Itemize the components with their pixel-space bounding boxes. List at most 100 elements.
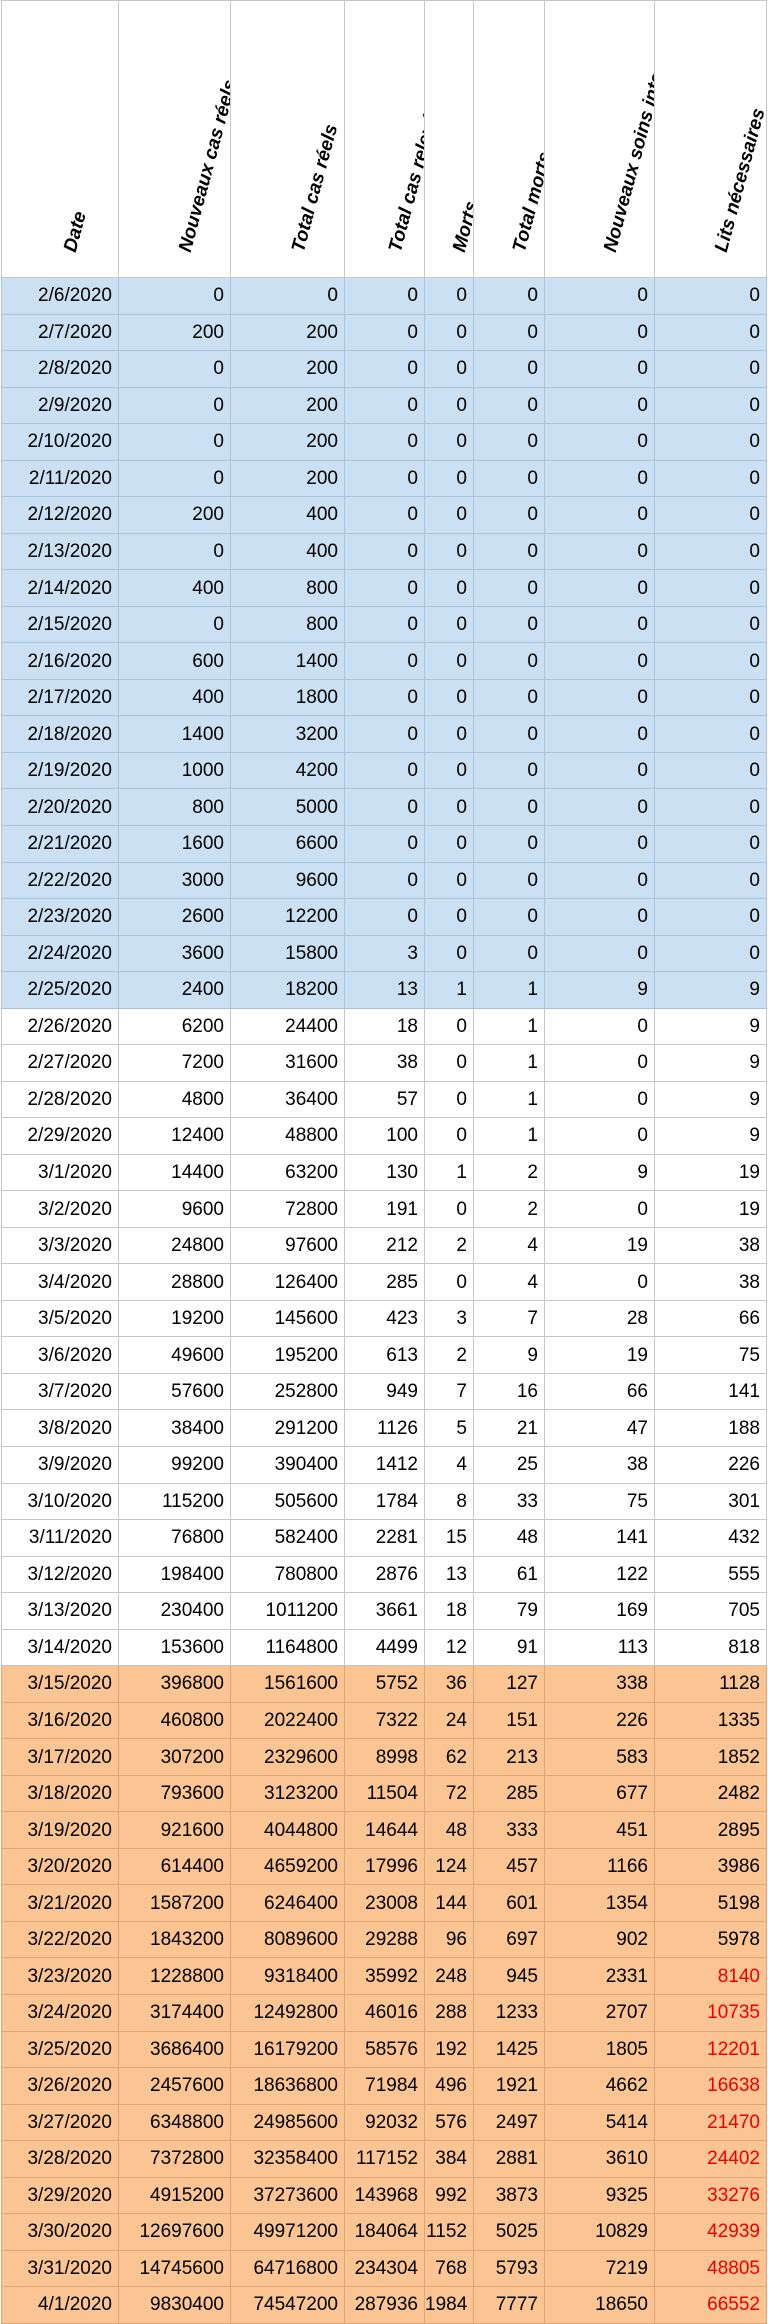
cell-value[interactable]: 0 [473,788,545,826]
cell-value[interactable]: 0 [344,642,425,680]
cell-value[interactable]: 38400 [118,1409,231,1447]
cell-date[interactable]: 2/16/2020 [1,642,119,680]
header-deaths[interactable]: Morts [424,0,474,278]
cell-value[interactable]: 3000 [118,861,231,900]
cell-value[interactable]: 18 [424,1592,474,1630]
cell-value[interactable]: 62 [424,1738,474,1776]
cell-value[interactable]: 0 [473,861,545,900]
cell-value[interactable]: 10735 [654,1993,767,2032]
cell-value[interactable]: 1400 [230,642,345,680]
cell-value[interactable]: 768 [424,2249,474,2288]
cell-value[interactable]: 793600 [118,1774,231,1813]
cell-value[interactable]: 0 [424,1044,474,1082]
cell-date[interactable]: 3/25/2020 [1,2030,119,2069]
cell-value[interactable]: 48800 [230,1117,345,1155]
cell-value[interactable]: 0 [344,459,425,498]
cell-value[interactable]: 0 [473,569,545,607]
cell-value[interactable]: 583 [544,1738,655,1776]
cell-value[interactable]: 3686400 [118,2030,231,2069]
cell-value[interactable]: 0 [473,751,545,790]
cell-value[interactable]: 0 [424,496,474,534]
cell-value[interactable]: 9 [654,1117,767,1155]
cell-value[interactable]: 9 [654,971,767,1009]
cell-value[interactable]: 8089600 [230,1920,345,1959]
cell-value[interactable]: 24800 [118,1226,231,1265]
cell-value[interactable]: 4800 [118,1080,231,1119]
cell-value[interactable]: 8998 [344,1738,425,1776]
cell-date[interactable]: 2/7/2020 [1,313,119,352]
cell-value[interactable]: 4 [424,1446,474,1484]
cell-value[interactable]: 234304 [344,2249,425,2288]
cell-value[interactable]: 4 [473,1226,545,1265]
cell-value[interactable]: 28800 [118,1263,231,1301]
cell-date[interactable]: 2/12/2020 [1,496,119,534]
cell-value[interactable]: 3 [424,1299,474,1338]
cell-value[interactable]: 921600 [118,1811,231,1849]
cell-value[interactable]: 945 [473,1957,545,1995]
cell-value[interactable]: 0 [424,1007,474,1046]
cell-value[interactable]: 2022400 [230,1701,345,1740]
cell-value[interactable]: 1166 [544,1847,655,1886]
cell-value[interactable]: 0 [544,824,655,863]
cell-value[interactable]: 2 [424,1226,474,1265]
cell-value[interactable]: 1 [473,1007,545,1046]
cell-date[interactable]: 3/3/2020 [1,1226,119,1265]
cell-date[interactable]: 3/19/2020 [1,1811,119,1849]
cell-value[interactable]: 191 [344,1190,425,1228]
cell-value[interactable]: 0 [544,459,655,498]
cell-value[interactable]: 301 [654,1482,767,1521]
cell-value[interactable]: 0 [473,934,545,973]
cell-date[interactable]: 4/1/2020 [1,2286,119,2324]
cell-value[interactable]: 9 [654,1007,767,1046]
cell-value[interactable]: 0 [544,715,655,753]
cell-value[interactable]: 42939 [654,2213,767,2251]
cell-date[interactable]: 2/10/2020 [1,423,119,461]
cell-value[interactable]: 91 [473,1628,545,1667]
cell-value[interactable]: 71984 [344,2067,425,2105]
cell-value[interactable]: 66 [654,1299,767,1338]
cell-value[interactable]: 0 [118,386,231,425]
cell-value[interactable]: 25 [473,1446,545,1484]
cell-value[interactable]: 0 [654,496,767,534]
cell-value[interactable]: 15800 [230,934,345,973]
cell-value[interactable]: 432 [654,1519,767,1557]
cell-value[interactable]: 2 [473,1190,545,1228]
cell-value[interactable]: 3873 [473,2176,545,2215]
cell-value[interactable]: 582400 [230,1519,345,1557]
cell-value[interactable]: 0 [654,532,767,571]
cell-value[interactable]: 1400 [118,715,231,753]
cell-date[interactable]: 3/24/2020 [1,1993,119,2032]
cell-value[interactable]: 1126 [344,1409,425,1447]
cell-value[interactable]: 66552 [654,2286,767,2324]
cell-value[interactable]: 0 [424,459,474,498]
cell-date[interactable]: 3/1/2020 [1,1153,119,1192]
cell-value[interactable]: 2895 [654,1811,767,1849]
cell-value[interactable]: 5978 [654,1920,767,1959]
cell-value[interactable]: 0 [544,1044,655,1082]
cell-value[interactable]: 0 [344,423,425,461]
cell-value[interactable]: 8 [424,1482,474,1521]
cell-value[interactable]: 2400 [118,971,231,1009]
cell-value[interactable]: 74547200 [230,2286,345,2324]
cell-value[interactable]: 153600 [118,1628,231,1667]
cell-value[interactable]: 333 [473,1811,545,1849]
cell-value[interactable]: 252800 [230,1372,345,1411]
cell-value[interactable]: 677 [544,1774,655,1813]
cell-date[interactable]: 2/26/2020 [1,1007,119,1046]
cell-value[interactable]: 151 [473,1701,545,1740]
cell-value[interactable]: 33276 [654,2176,767,2215]
cell-value[interactable]: 0 [424,532,474,571]
cell-date[interactable]: 3/22/2020 [1,1920,119,1959]
cell-value[interactable]: 115200 [118,1482,231,1521]
cell-value[interactable]: 143968 [344,2176,425,2215]
cell-value[interactable]: 1 [424,1153,474,1192]
cell-date[interactable]: 2/11/2020 [1,459,119,498]
cell-value[interactable]: 0 [544,277,655,315]
cell-value[interactable]: 4662 [544,2067,655,2105]
cell-date[interactable]: 3/9/2020 [1,1446,119,1484]
cell-value[interactable]: 307200 [118,1738,231,1776]
cell-value[interactable]: 0 [118,532,231,571]
cell-value[interactable]: 0 [473,898,545,936]
cell-value[interactable]: 5414 [544,2103,655,2142]
cell-value[interactable]: 32358400 [230,2140,345,2178]
